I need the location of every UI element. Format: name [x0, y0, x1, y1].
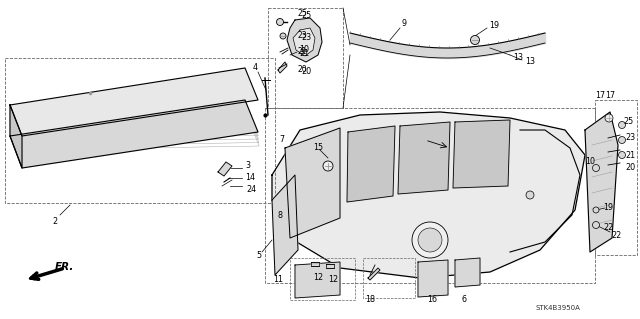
Text: 14: 14 — [245, 174, 255, 182]
Circle shape — [470, 35, 479, 44]
Circle shape — [605, 114, 613, 122]
Text: 11: 11 — [273, 276, 283, 285]
Text: 15: 15 — [313, 143, 323, 152]
Text: 19: 19 — [489, 20, 499, 29]
Polygon shape — [218, 162, 232, 176]
Circle shape — [593, 165, 600, 172]
Text: 23: 23 — [625, 133, 635, 143]
Polygon shape — [398, 122, 450, 194]
Polygon shape — [10, 105, 22, 168]
Text: FR.: FR. — [55, 262, 74, 272]
Polygon shape — [293, 28, 315, 56]
Text: 6: 6 — [461, 295, 467, 305]
Text: 22: 22 — [603, 222, 613, 232]
Text: 12: 12 — [328, 276, 338, 285]
Circle shape — [618, 137, 625, 144]
Bar — [595, 100, 637, 255]
Text: 25: 25 — [301, 11, 311, 19]
Circle shape — [276, 19, 284, 26]
Circle shape — [323, 161, 333, 171]
Circle shape — [593, 207, 599, 213]
Text: 13: 13 — [513, 53, 523, 62]
Text: 23: 23 — [301, 33, 311, 41]
Bar — [268, 8, 343, 108]
Bar — [5, 58, 275, 203]
Polygon shape — [455, 258, 480, 287]
Bar — [290, 258, 355, 300]
FancyArrowPatch shape — [30, 269, 62, 279]
Text: 7: 7 — [280, 136, 285, 145]
Text: 5: 5 — [257, 250, 262, 259]
Text: 25: 25 — [297, 10, 307, 19]
Circle shape — [526, 191, 534, 199]
Text: 4: 4 — [253, 63, 257, 72]
Polygon shape — [453, 120, 510, 188]
Polygon shape — [585, 112, 618, 252]
Text: 21: 21 — [625, 151, 635, 160]
Polygon shape — [311, 262, 319, 266]
Text: 20: 20 — [297, 65, 307, 75]
Polygon shape — [285, 128, 340, 238]
Polygon shape — [272, 112, 585, 278]
Text: 13: 13 — [525, 57, 535, 66]
Circle shape — [593, 221, 600, 228]
Bar — [265, 108, 595, 283]
Polygon shape — [10, 100, 258, 168]
Text: 10: 10 — [299, 46, 309, 55]
Text: 17: 17 — [605, 91, 615, 100]
Polygon shape — [278, 62, 287, 73]
Text: 21: 21 — [299, 49, 309, 58]
Text: 20: 20 — [301, 68, 311, 77]
Text: 21: 21 — [297, 48, 307, 56]
Text: 12: 12 — [313, 273, 323, 283]
Text: 3: 3 — [246, 160, 250, 169]
Text: 19: 19 — [603, 203, 613, 211]
Polygon shape — [287, 18, 322, 62]
Polygon shape — [10, 68, 258, 136]
Text: 2: 2 — [52, 218, 58, 226]
Text: 8: 8 — [278, 211, 282, 219]
Circle shape — [418, 228, 442, 252]
Text: 18: 18 — [365, 295, 375, 305]
Text: 23: 23 — [297, 32, 307, 41]
Text: 10: 10 — [585, 158, 595, 167]
Text: 24: 24 — [246, 186, 256, 195]
Text: 22: 22 — [611, 231, 621, 240]
Text: 9: 9 — [401, 19, 406, 28]
Polygon shape — [368, 268, 380, 280]
Polygon shape — [295, 262, 340, 298]
Circle shape — [618, 152, 625, 159]
Polygon shape — [272, 175, 298, 275]
Circle shape — [618, 122, 625, 129]
Text: 20: 20 — [625, 164, 635, 173]
Text: 17: 17 — [595, 91, 605, 100]
Polygon shape — [418, 260, 448, 297]
Polygon shape — [347, 126, 395, 202]
Text: 25: 25 — [623, 117, 633, 127]
Text: STK4B3950A: STK4B3950A — [535, 305, 580, 311]
Polygon shape — [326, 264, 334, 268]
Circle shape — [280, 33, 286, 39]
Circle shape — [412, 222, 448, 258]
Bar — [363, 258, 415, 298]
Text: 16: 16 — [427, 295, 437, 305]
